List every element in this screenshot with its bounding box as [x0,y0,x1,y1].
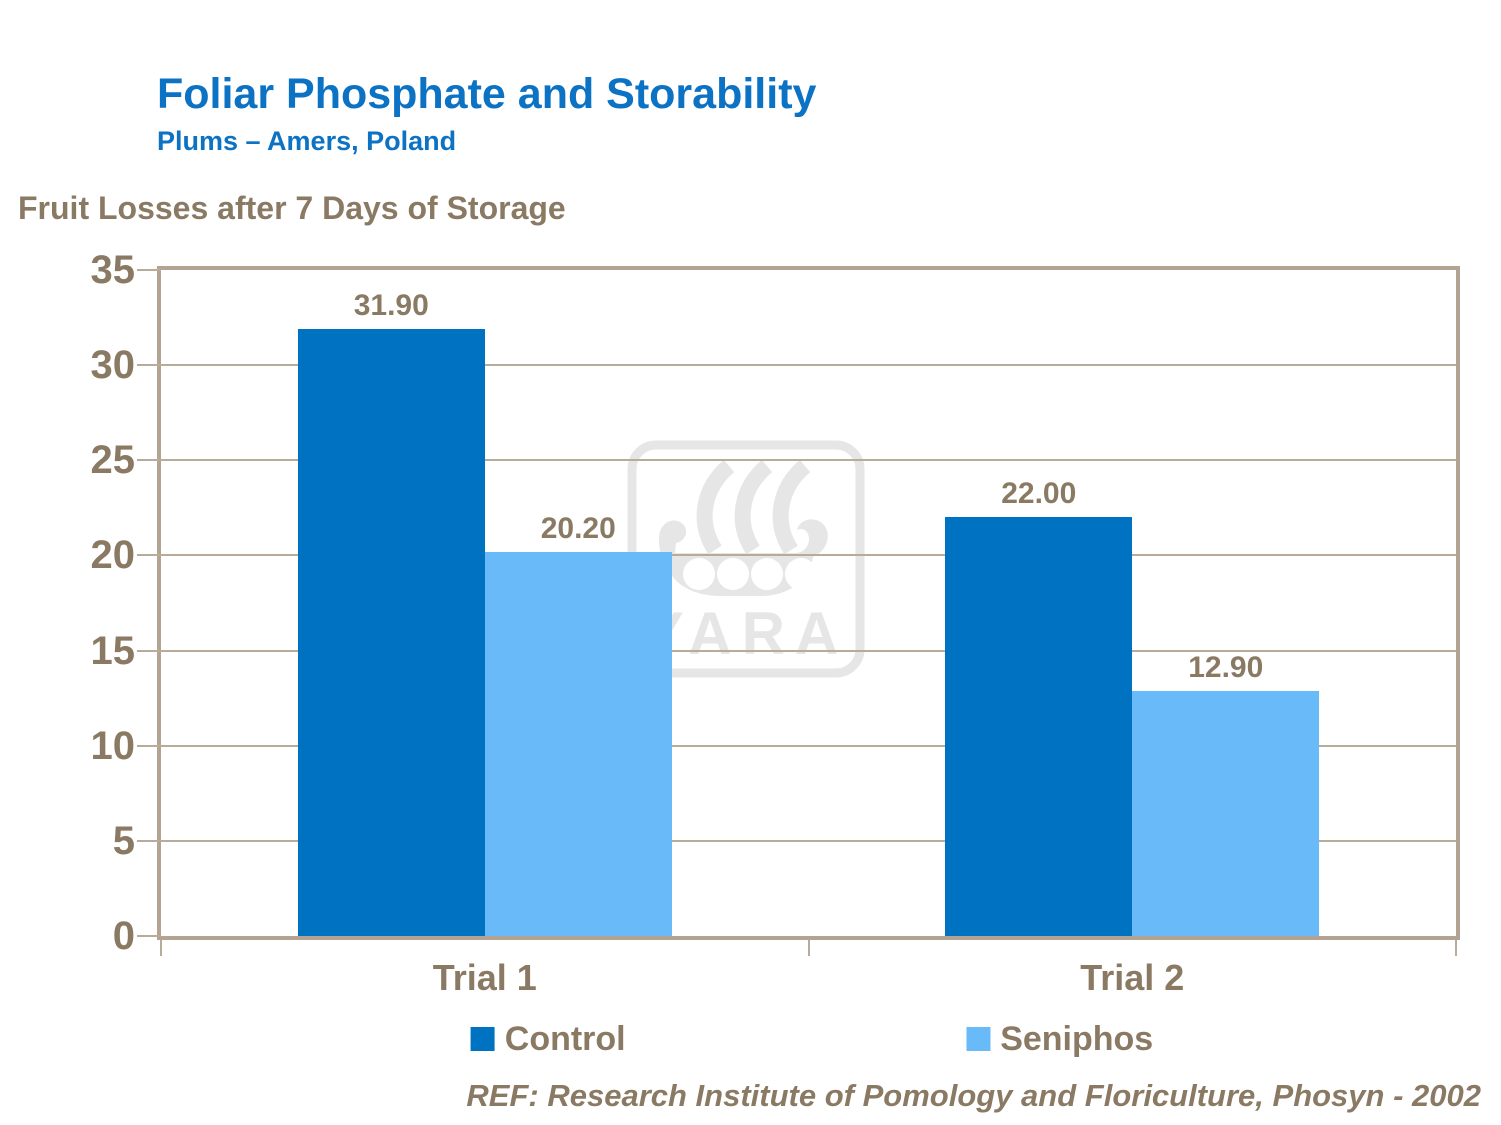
value-label: 31.90 [353,289,429,322]
category-label: Trial 2 [1080,957,1185,998]
legend-label: Seniphos [1000,1020,1154,1058]
yara-ship-icon: YARA [627,440,865,678]
legend-item-seniphos: Seniphos [966,1022,1153,1056]
legend-swatch-icon [470,1027,495,1051]
x-axis-labels: Trial 1 Trial 2 [161,958,1456,1008]
yara-watermark-text: YARA [644,600,849,667]
x-axis-tick [807,940,810,956]
y-axis-label: 10 [90,723,136,768]
y-axis-label: 0 [112,914,135,958]
category-label: Trial 1 [432,957,537,998]
y-axis-tick [137,554,161,557]
y-axis-tick [137,459,161,462]
y-axis-tick [137,364,161,367]
legend-item-control: Control [470,1020,626,1058]
y-axis-label: 30 [90,343,136,388]
y-axis-label: 15 [90,628,136,673]
gridline [161,364,1456,367]
bar-seniphos-trial-2 [1132,690,1320,936]
chart-legend: Control Seniphos [161,1022,1456,1068]
y-axis-label: 25 [90,438,136,483]
legend-swatch-icon [966,1027,991,1051]
bar-seniphos-trial-1 [484,551,672,936]
x-axis-tick [1455,940,1457,956]
page-subtitle: Plums – Amers, Poland [157,126,457,156]
value-label: 22.00 [1001,477,1077,511]
reference-note: REF: Research Institute of Pomology and … [466,1078,1481,1113]
gridline [161,459,1456,462]
gridline [161,839,1456,842]
y-axis-tick [137,744,161,747]
y-axis-label: 35 [90,248,136,292]
plot-area: YARA 0 5 10 15 20 25 30 35 31.90 20.20 22.00 12.90 [91,250,1460,956]
bar-control-trial-2 [945,517,1133,936]
gridline [161,554,1456,557]
y-axis-tick [137,935,161,937]
y-axis-label: 5 [112,818,135,863]
page-title: Foliar Phosphate and Storability [157,70,817,118]
y-axis-tick [137,839,161,842]
value-label: 12.90 [1188,650,1264,684]
bar-control-trial-1 [297,329,485,936]
y-axis-label: 20 [90,533,136,578]
value-label: 20.20 [540,511,616,545]
yara-watermark-logo: YARA [627,440,865,678]
legend-label: Control [504,1020,626,1058]
gridline [161,649,1456,652]
chart-title: Fruit Losses after 7 Days of Storage [18,190,566,226]
gridline [161,744,1456,747]
y-axis-tick [137,649,161,652]
x-axis-tick [160,940,162,956]
y-axis-tick [137,269,161,271]
